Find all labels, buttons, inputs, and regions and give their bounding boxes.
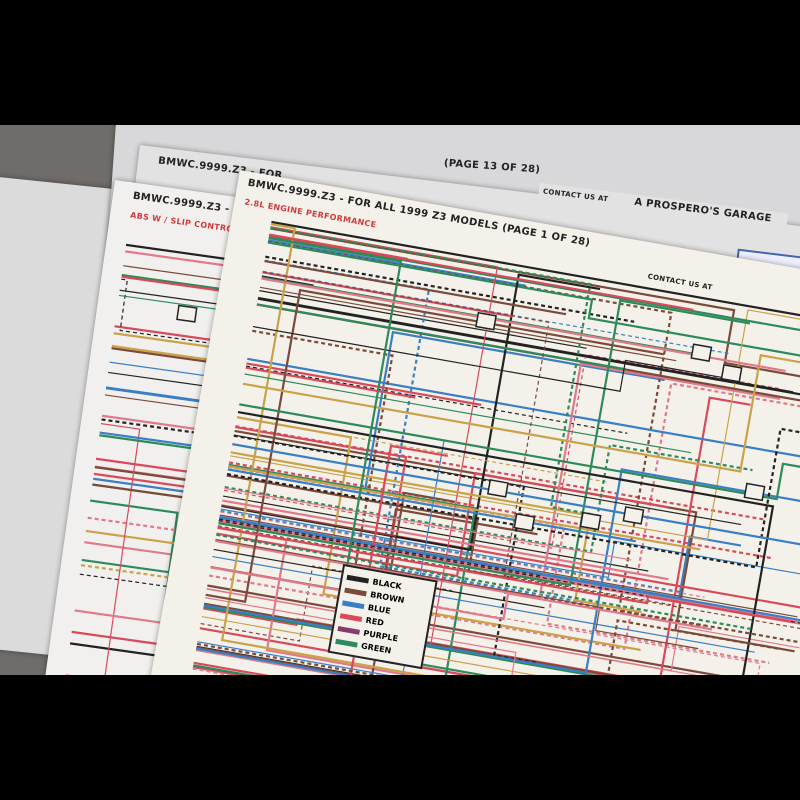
wire [256, 303, 627, 371]
wire [252, 325, 723, 392]
legend-swatch [339, 613, 363, 622]
wire [235, 425, 765, 521]
wire [230, 451, 642, 614]
wire [218, 299, 751, 587]
back-sheet-header: (PAGE 13 OF 28) [443, 157, 541, 176]
wire [192, 665, 311, 675]
wire [220, 223, 641, 675]
wire [236, 416, 607, 483]
wire-color-legend: BLACK BROWN BLUE RED PURPLE GREEN [327, 563, 438, 670]
wire [195, 648, 476, 675]
wire [224, 353, 781, 549]
component-box [475, 311, 497, 331]
wire [228, 463, 683, 675]
legend-swatch [344, 587, 367, 597]
wire [270, 227, 800, 383]
legend-label: RED [364, 615, 385, 628]
component-box [743, 482, 766, 502]
wire [233, 434, 742, 526]
wire [242, 353, 800, 473]
component-box [513, 512, 536, 532]
engine-performance-sheet: BMWC.9999.Z3 - FOR ALL 1999 Z3 MODELS (P… [149, 170, 800, 675]
wire [257, 296, 794, 394]
wire [227, 468, 637, 543]
wire [218, 518, 541, 577]
wire [228, 465, 701, 551]
wire [216, 471, 669, 578]
wire [217, 526, 791, 623]
component-box [579, 511, 602, 531]
legend-label: GREEN [360, 641, 392, 656]
wire [268, 236, 594, 675]
wire [261, 277, 786, 372]
component-box [486, 479, 509, 498]
wire [193, 664, 743, 675]
wire [224, 487, 632, 561]
main-wiring [192, 220, 800, 675]
wire [239, 403, 800, 501]
legend-swatch [337, 625, 360, 635]
wire [220, 511, 705, 598]
wire [197, 641, 716, 675]
legend-swatch [346, 574, 370, 584]
wire [247, 357, 800, 459]
wire [246, 362, 482, 406]
wire [230, 309, 800, 541]
component-box [622, 506, 645, 525]
wire [221, 504, 397, 537]
component-box [176, 304, 198, 323]
wire [259, 290, 587, 349]
wire [268, 234, 694, 312]
wire [270, 226, 592, 516]
legend-swatch [335, 638, 358, 648]
wire [237, 410, 795, 675]
wire [228, 461, 772, 560]
wire [100, 423, 280, 675]
wire [265, 255, 635, 323]
legend-swatch [341, 600, 365, 610]
photo: (PAGE 13 OF 28) BMWC.9999.Z3 - FOR INSTR… [0, 125, 800, 675]
wire [232, 443, 800, 553]
wire [267, 241, 800, 361]
wire [196, 619, 782, 675]
wire [262, 271, 672, 606]
wire [268, 235, 800, 342]
component-box [690, 343, 713, 363]
wire [271, 220, 800, 329]
wire [259, 286, 677, 362]
component-box [720, 364, 743, 383]
wire [220, 508, 800, 579]
wire [213, 548, 545, 609]
wire [219, 514, 798, 618]
wire [215, 538, 699, 650]
wire [264, 259, 567, 316]
wire [223, 495, 649, 572]
mid-sheet-contact: CONTACT US AT [542, 187, 609, 204]
wire [245, 366, 416, 399]
wire [219, 516, 800, 622]
wire [196, 647, 374, 675]
wire [226, 427, 800, 569]
wire [216, 533, 752, 631]
wire [245, 365, 628, 434]
wire [222, 499, 669, 581]
wire [203, 468, 800, 675]
